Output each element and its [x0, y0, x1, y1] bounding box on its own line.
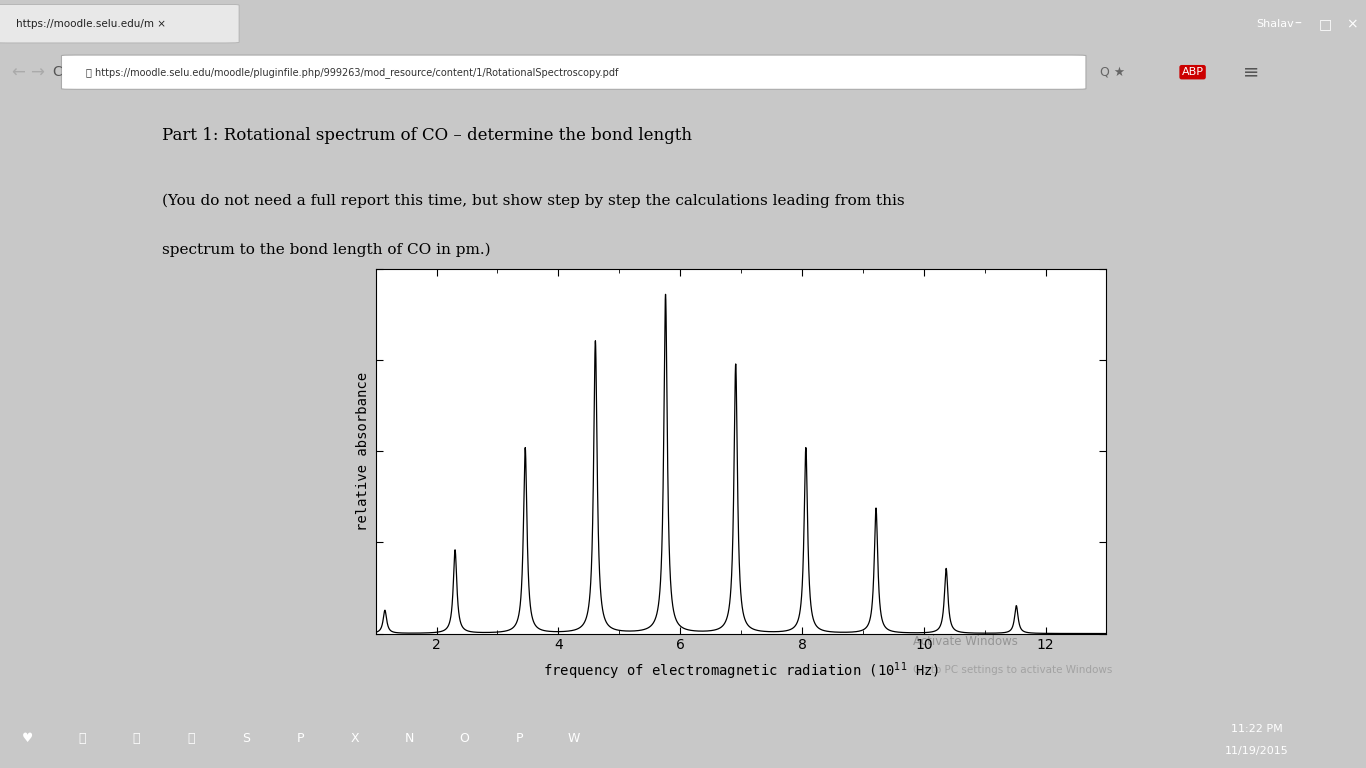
X-axis label: frequency of electromagnetic radiation (10$^{11}$ Hz): frequency of electromagnetic radiation (… — [542, 660, 940, 683]
Text: Activate Windows: Activate Windows — [912, 634, 1018, 647]
Text: N: N — [406, 732, 414, 744]
Text: ×: × — [1347, 17, 1358, 31]
Text: 11:22 PM: 11:22 PM — [1231, 724, 1283, 734]
Text: P: P — [296, 732, 305, 744]
Text: ABP: ABP — [1182, 67, 1203, 78]
FancyBboxPatch shape — [61, 55, 1086, 89]
Text: □: □ — [1318, 17, 1332, 31]
Text: Shalav: Shalav — [1257, 19, 1295, 29]
Text: S: S — [242, 732, 250, 744]
Text: Part 1: Rotational spectrum of CO – determine the bond length: Part 1: Rotational spectrum of CO – dete… — [163, 127, 693, 144]
Text: Q ★: Q ★ — [1100, 66, 1124, 78]
Text: ♥: ♥ — [22, 732, 33, 744]
Text: W: W — [567, 732, 581, 744]
Text: https://moodle.selu.edu/m ×: https://moodle.selu.edu/m × — [16, 19, 167, 29]
Text: (You do not need a full report this time, but show step by step the calculations: (You do not need a full report this time… — [163, 194, 904, 208]
FancyBboxPatch shape — [0, 5, 239, 43]
Text: 🔍: 🔍 — [133, 732, 141, 744]
Text: →: → — [30, 63, 44, 81]
Text: ≡: ≡ — [1243, 63, 1259, 81]
Text: 📄: 📄 — [187, 732, 195, 744]
Text: 🔒 https://moodle.selu.edu/moodle/pluginfile.php/999263/mod_resource/content/1/Ro: 🔒 https://moodle.selu.edu/moodle/pluginf… — [86, 67, 619, 78]
Text: P: P — [515, 732, 523, 744]
Y-axis label: relative absorbance: relative absorbance — [357, 372, 370, 531]
Text: –: – — [1294, 17, 1302, 31]
Text: ←: ← — [11, 63, 25, 81]
Text: 🏠: 🏠 — [78, 732, 86, 744]
Text: spectrum to the bond length of CO in pm.): spectrum to the bond length of CO in pm.… — [163, 243, 490, 257]
Text: Go to PC settings to activate Windows: Go to PC settings to activate Windows — [912, 665, 1112, 675]
Text: O: O — [459, 732, 470, 744]
Text: X: X — [351, 732, 359, 744]
Text: C: C — [52, 65, 61, 79]
Text: 11/19/2015: 11/19/2015 — [1225, 746, 1288, 756]
